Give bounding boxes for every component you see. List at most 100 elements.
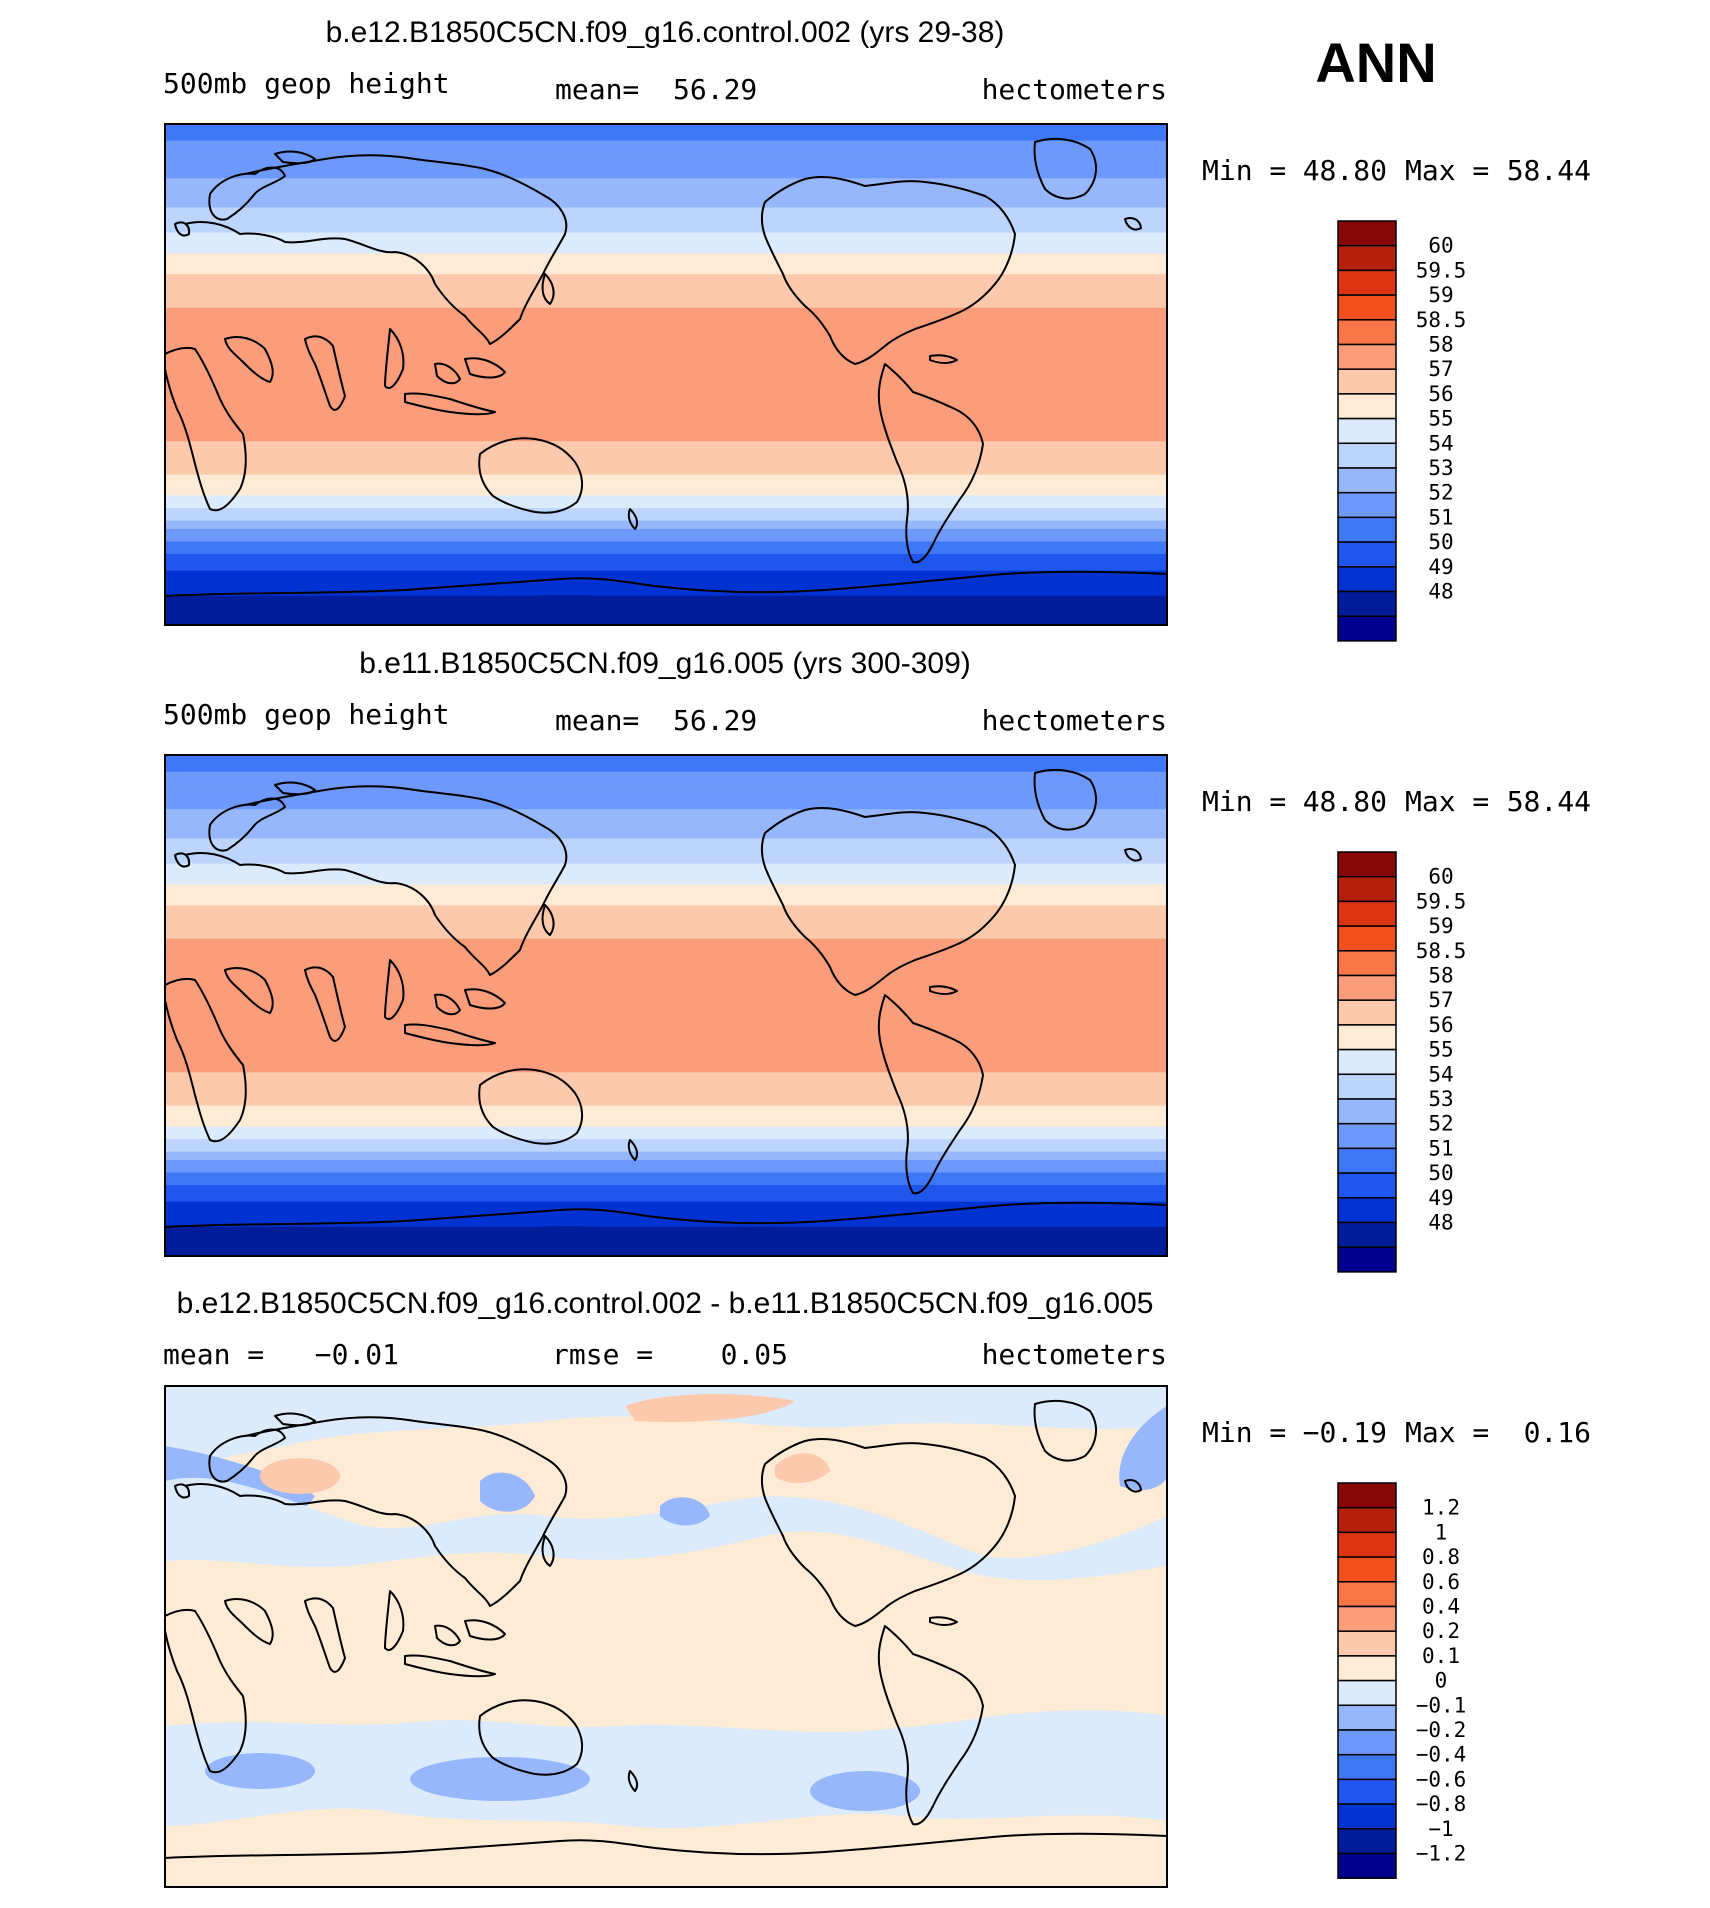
colorbar-label: 58.5	[1416, 308, 1467, 332]
contour-band	[165, 474, 1167, 480]
contour-band	[165, 566, 1167, 572]
contour-band	[165, 934, 1167, 940]
contour-map	[165, 124, 1167, 625]
contour-band	[165, 562, 1167, 568]
colorbar-box	[1337, 974, 1397, 1001]
variable-label: 500mb geop height	[163, 67, 450, 100]
contour-band	[165, 1164, 1167, 1169]
mean-label: mean= 56.29	[555, 704, 757, 737]
contour-band	[165, 1235, 1167, 1240]
contour-band	[165, 416, 1167, 422]
colorbar-box	[1337, 1655, 1397, 1682]
contour-band	[165, 1013, 1167, 1019]
colorbar-box	[1337, 1531, 1397, 1558]
units-label: hectometers	[982, 1338, 1167, 1371]
contour-band	[165, 1001, 1167, 1007]
contour-band	[165, 1201, 1167, 1207]
contour-band	[165, 1038, 1167, 1044]
colorbar-label: 0.1	[1422, 1644, 1460, 1668]
contour-band	[165, 286, 1167, 292]
contour-band	[165, 374, 1167, 380]
colorbar-label: 58	[1428, 964, 1453, 988]
colorbar-label: −0.8	[1416, 1792, 1467, 1816]
contour-band	[165, 528, 1167, 534]
colorbar-label: −0.6	[1416, 1767, 1467, 1791]
contour-band-antarctic-low	[475, 1226, 655, 1254]
contour-band	[165, 871, 1167, 877]
contour-band	[165, 1185, 1167, 1190]
colorbar-box	[1337, 900, 1397, 927]
min-value: 48.80	[1303, 154, 1387, 187]
diff-region-europe-positive	[260, 1458, 340, 1494]
colorbar-box	[1337, 1630, 1397, 1657]
contour-band	[165, 370, 1167, 376]
contour-band	[165, 859, 1167, 865]
contour-band	[165, 1151, 1167, 1157]
colorbar-label: 0.8	[1422, 1545, 1460, 1569]
colorbar-label: 48	[1428, 580, 1453, 604]
colorbar-label: 58	[1428, 333, 1453, 357]
contour-band	[165, 299, 1167, 305]
colorbar-box	[1337, 541, 1397, 568]
contour-band	[165, 570, 1167, 576]
variable-label: 500mb geop height	[163, 698, 450, 731]
contour-band	[165, 1076, 1167, 1082]
contour-band	[165, 332, 1167, 338]
contour-band	[165, 1205, 1167, 1211]
contour-band	[165, 349, 1167, 355]
contour-band	[165, 963, 1167, 969]
contour-band	[165, 608, 1167, 614]
colorbar-label: 52	[1428, 1112, 1453, 1136]
contour-band	[165, 382, 1167, 388]
contour-band	[165, 215, 1167, 221]
contour-band	[165, 1063, 1167, 1069]
contour-band	[165, 926, 1167, 931]
colorbar-box	[1337, 1556, 1397, 1583]
contour-band	[165, 545, 1167, 551]
contour-band	[165, 124, 1167, 129]
contour-band	[165, 265, 1167, 271]
panel-control: b.e12.B1850C5CN.f09_g16.control.002 (yrs…	[163, 16, 1591, 642]
colorbar-box	[1337, 220, 1397, 247]
contour-band	[165, 245, 1167, 250]
panel-title: b.e12.B1850C5CN.f09_g16.control.002 - b.…	[177, 1287, 1154, 1320]
contour-band	[165, 1097, 1167, 1103]
contour-band	[165, 604, 1167, 609]
diff-region-siberia	[480, 1472, 535, 1512]
contour-band	[165, 228, 1167, 234]
colorbar-box	[1337, 1679, 1397, 1707]
contour-band	[165, 1155, 1167, 1161]
contour-bands	[165, 124, 1167, 625]
contour-band	[165, 316, 1167, 321]
contour-band	[165, 1101, 1167, 1107]
colorbar-label: 53	[1428, 456, 1453, 480]
contour-band	[165, 1080, 1167, 1086]
diff-region-pacific-blob	[660, 1497, 710, 1526]
colorbar-label: 50	[1428, 1161, 1453, 1185]
colorbar-label: 53	[1428, 1087, 1453, 1111]
contour-band	[165, 549, 1167, 555]
contour-band	[165, 424, 1167, 430]
colorbar-label: 59	[1428, 914, 1453, 938]
contour-band	[165, 512, 1167, 518]
contour-band	[165, 324, 1167, 330]
contour-band	[165, 407, 1167, 413]
colorbar-box	[1337, 1803, 1397, 1830]
contour-band	[165, 224, 1167, 229]
contour-band	[165, 888, 1167, 894]
contour-band	[165, 1018, 1167, 1023]
colorbar-label: −1.2	[1416, 1842, 1467, 1866]
season-label: ANN	[1315, 31, 1436, 94]
contour-band	[165, 132, 1167, 138]
contour-band	[165, 307, 1167, 313]
contour-band	[165, 599, 1167, 605]
contour-band	[165, 403, 1167, 409]
contour-band	[165, 616, 1167, 622]
contour-band	[165, 922, 1167, 927]
contour-band	[165, 541, 1167, 547]
contour-band	[165, 863, 1167, 869]
contour-band	[165, 1034, 1167, 1040]
contour-band	[165, 387, 1167, 392]
colorbar-label: 59.5	[1416, 889, 1467, 913]
